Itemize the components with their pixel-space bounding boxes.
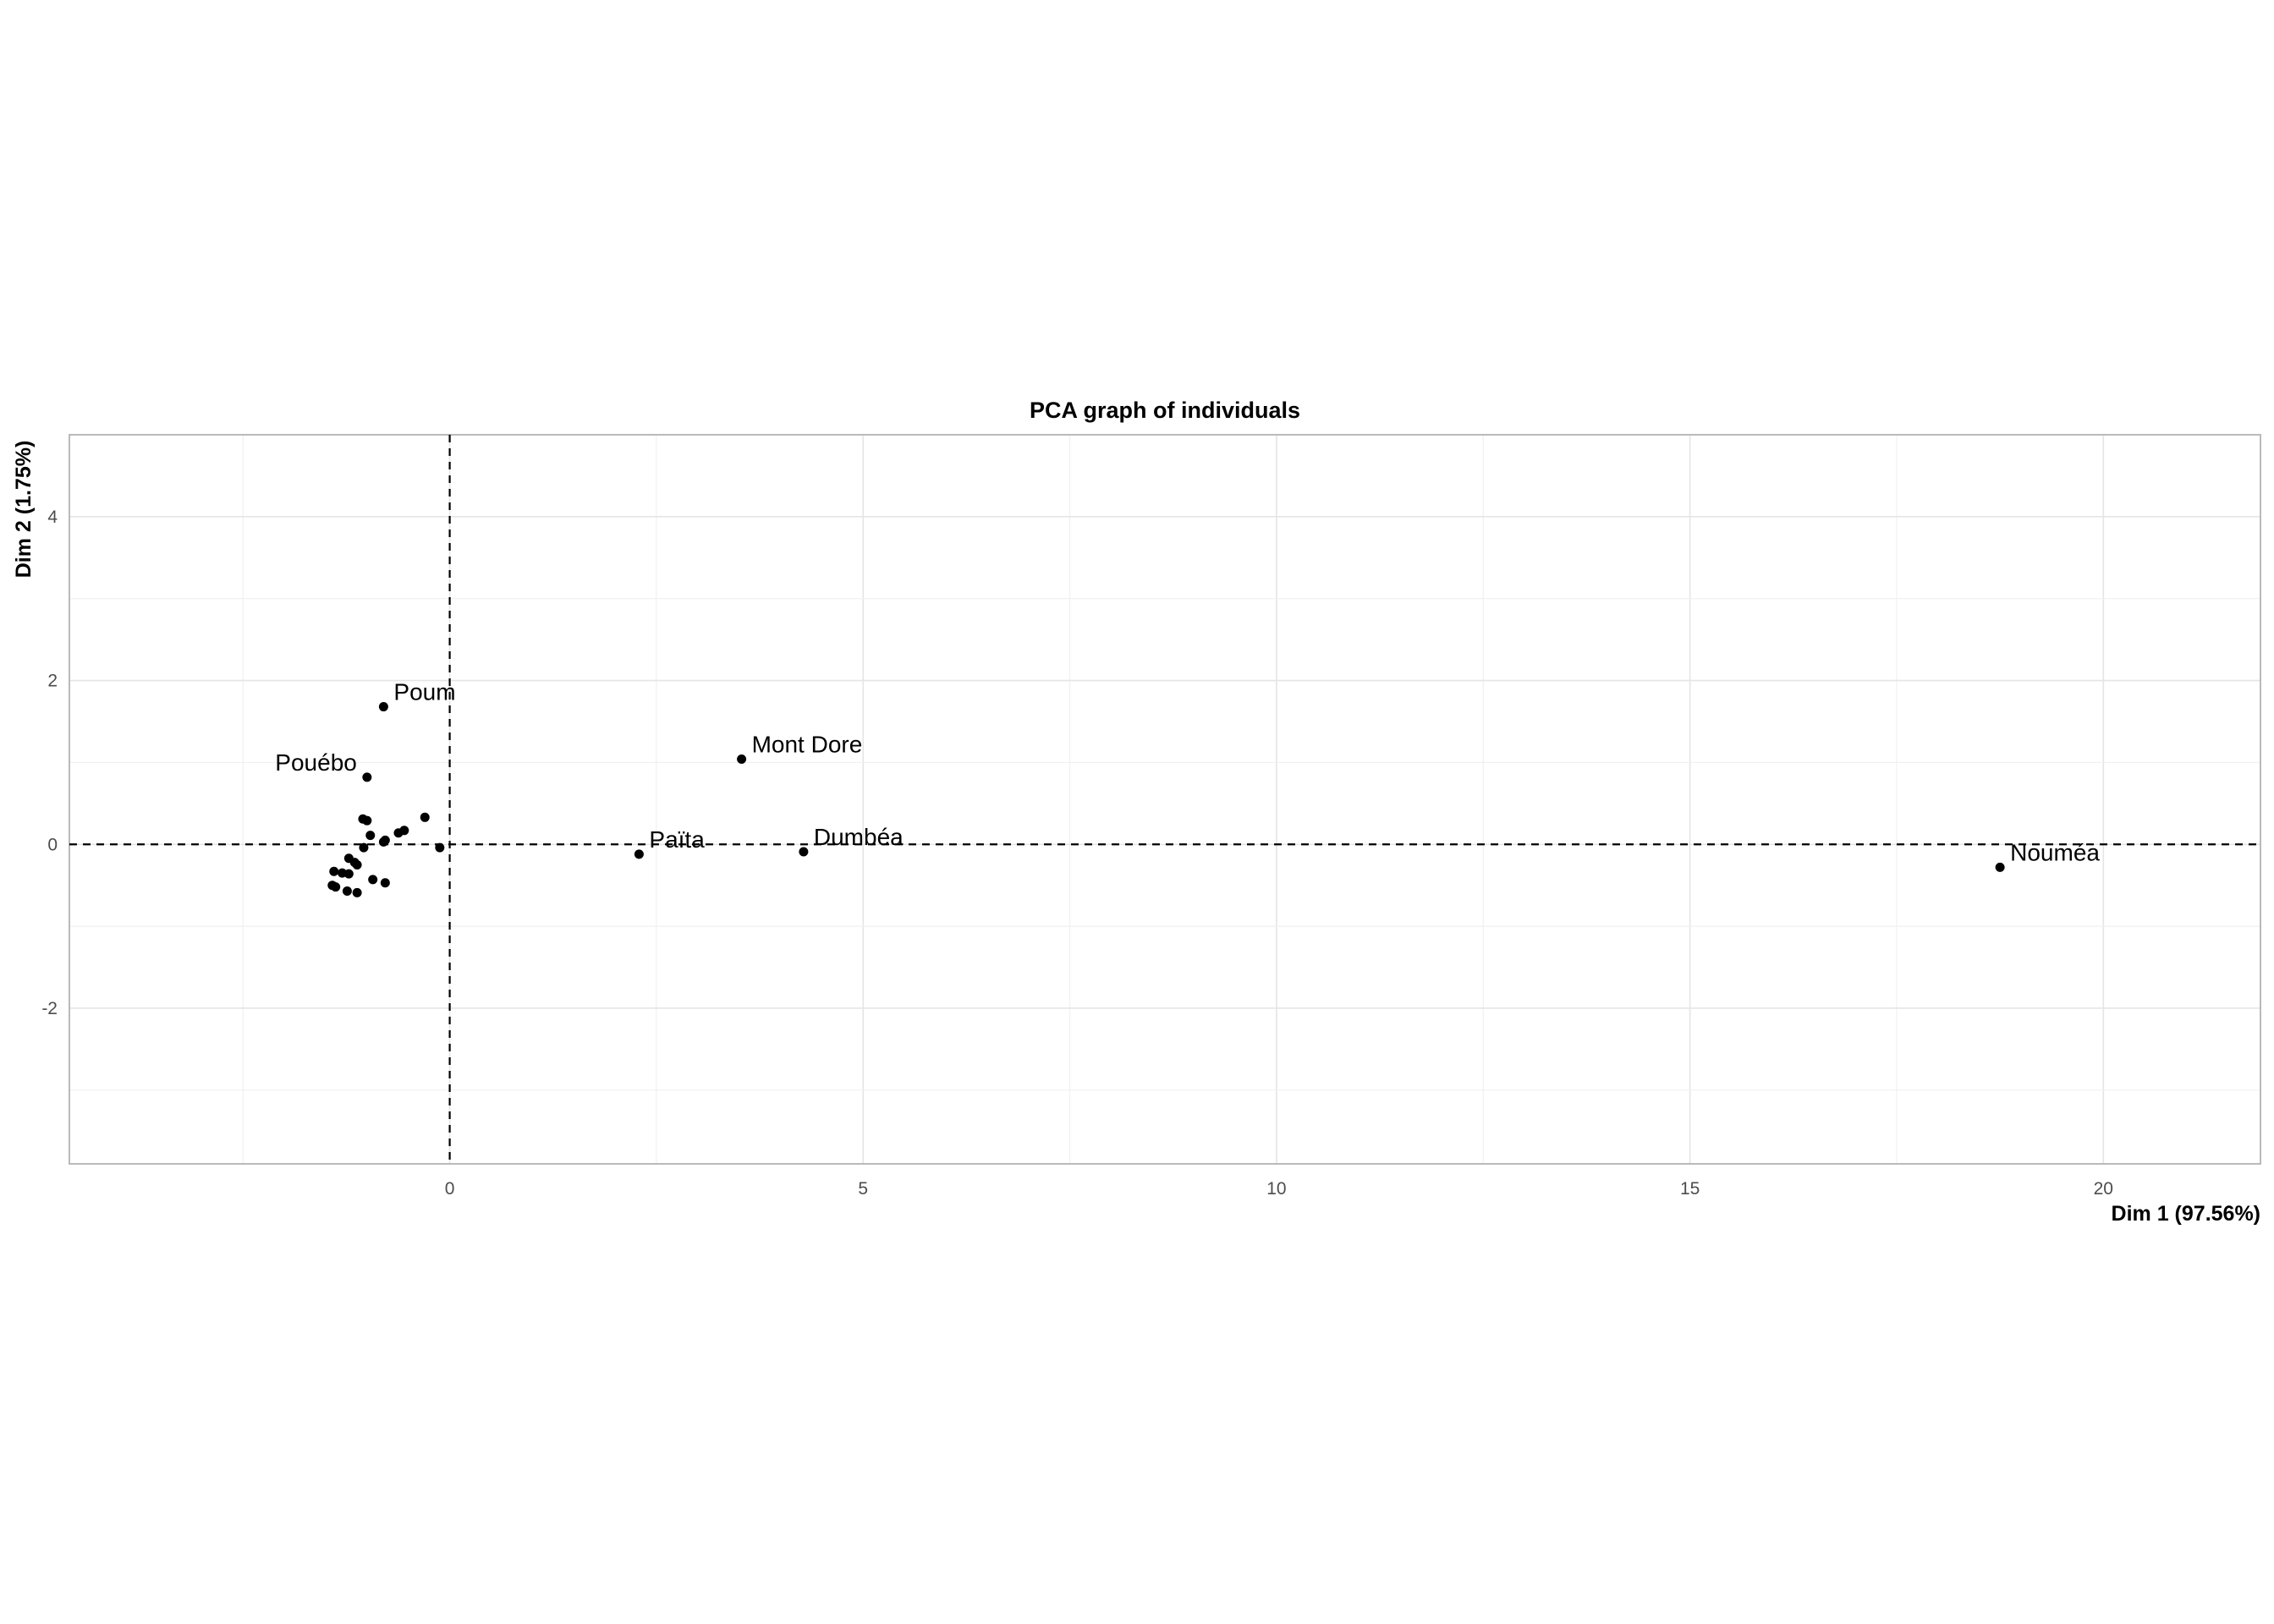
data-point (362, 815, 372, 826)
data-point (342, 886, 352, 896)
data-point (329, 866, 339, 876)
point-label: Nouméa (2010, 839, 2100, 865)
x-tick-label: 0 (445, 1179, 455, 1199)
data-point (435, 842, 445, 853)
reference-lines (69, 435, 2260, 1164)
x-tick-label: 20 (2094, 1179, 2113, 1199)
chart-title: PCA graph of individuals (1030, 398, 1300, 423)
x-tick-label: 10 (1266, 1179, 1286, 1199)
point-labels: Nouméa Dumbéa Mont Dore Païta Poum Pouébo (275, 679, 2100, 866)
data-point (352, 887, 362, 897)
data-point (634, 849, 644, 859)
point-label: Païta (649, 826, 705, 853)
data-point (393, 828, 404, 838)
y-tick-label: 0 (47, 835, 58, 854)
data-point (343, 869, 354, 879)
point-label: Mont Dore (752, 732, 863, 758)
x-tick-label: 5 (858, 1179, 868, 1199)
data-point (799, 847, 809, 857)
data-point (380, 878, 390, 888)
data-point (420, 812, 430, 822)
data-point (368, 875, 378, 885)
y-tick-label: 4 (47, 508, 58, 527)
data-point (378, 837, 388, 847)
y-axis-title: Dim 2 (1.75%) (12, 441, 36, 579)
x-axis-title: Dim 1 (97.56%) (2112, 1202, 2260, 1226)
y-tick-label: 2 (47, 672, 58, 691)
data-point (1995, 862, 2005, 872)
data-point (359, 842, 369, 853)
grid (69, 434, 2260, 1164)
point-label: Dumbéa (814, 824, 904, 850)
points (327, 702, 2005, 897)
data-point (352, 859, 362, 870)
tick-labels: 0 5 10 15 20 -2 0 2 4 (41, 508, 2113, 1199)
plot-panel (69, 434, 2261, 1165)
data-point (365, 831, 376, 841)
point-label: Poum (393, 679, 455, 705)
data-point (331, 882, 341, 892)
y-tick-label: -2 (41, 999, 58, 1018)
x-tick-label: 15 (1680, 1179, 1700, 1199)
data-point (737, 754, 747, 765)
data-point (378, 702, 388, 712)
data-point (362, 772, 372, 782)
point-label: Pouébo (275, 749, 357, 776)
